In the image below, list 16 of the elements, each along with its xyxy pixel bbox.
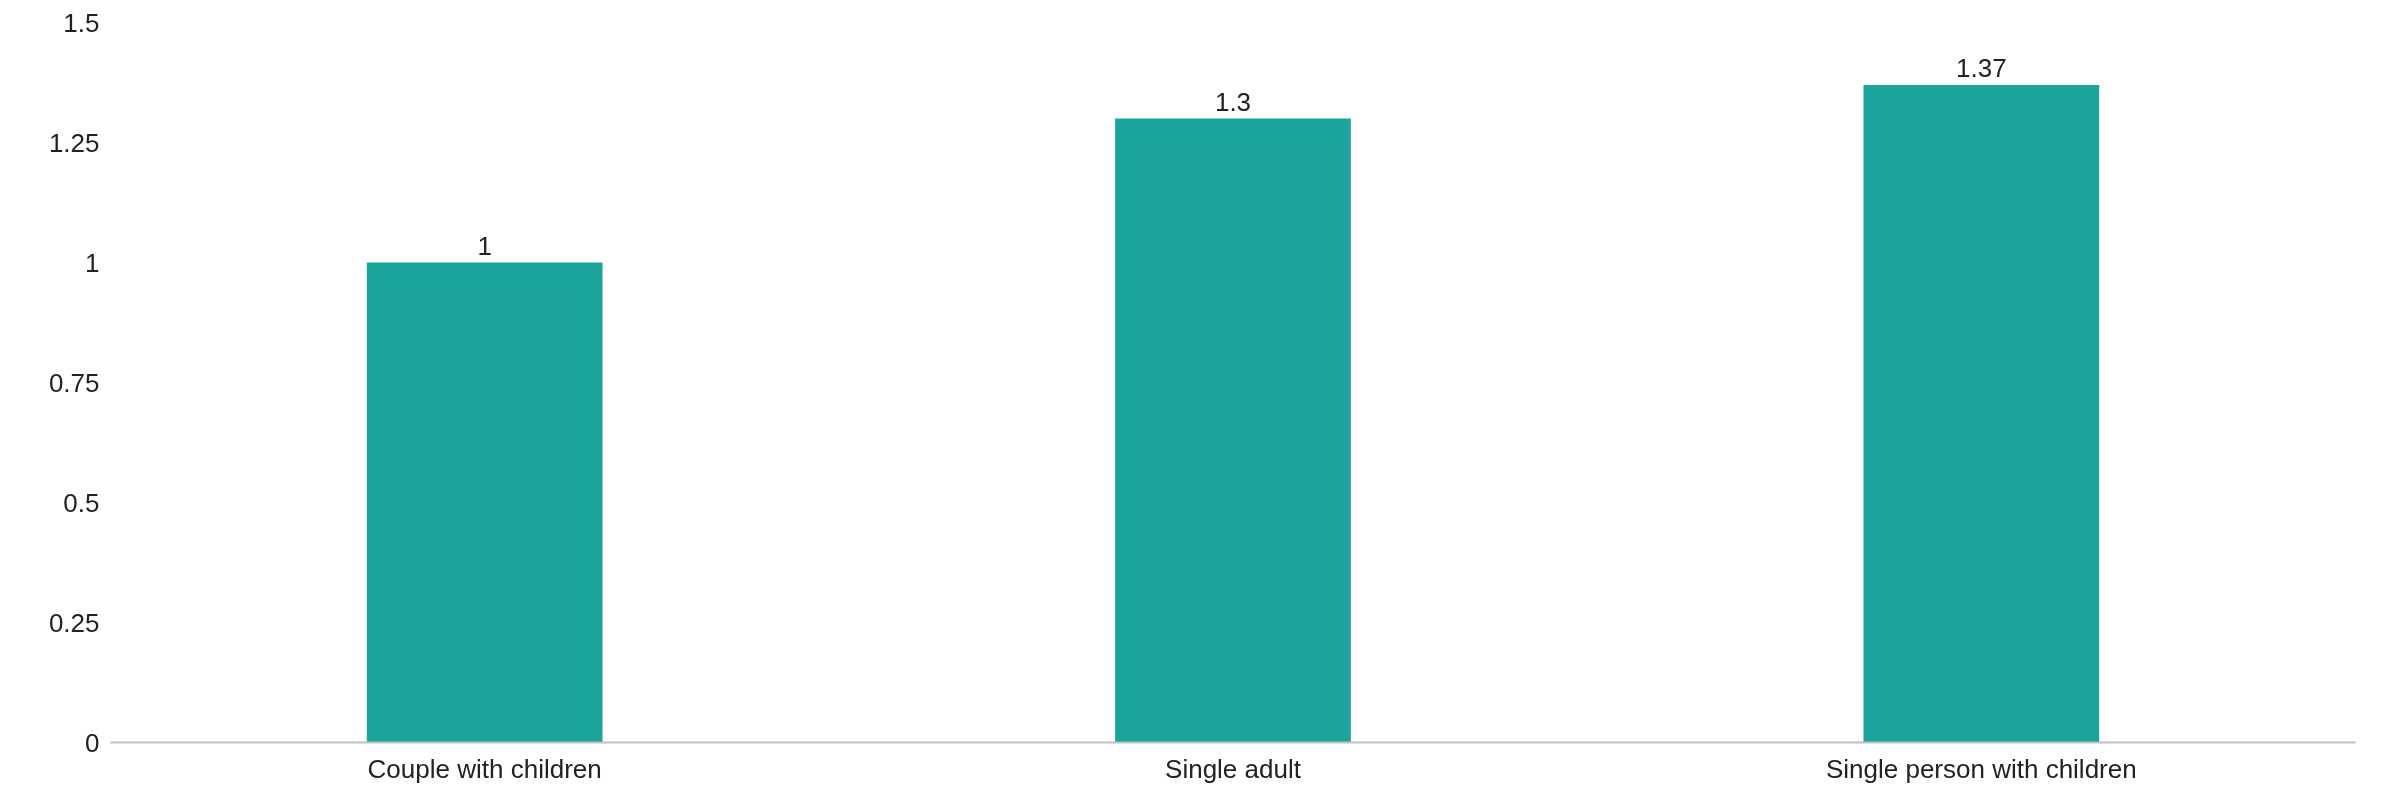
bar: [366, 262, 603, 743]
y-tick-label: 0: [85, 727, 100, 758]
x-tick-label: Couple with children: [367, 753, 602, 784]
x-tick-label: Single person with children: [1825, 753, 2137, 784]
y-tick-label: 0.5: [63, 487, 100, 518]
data-label: 1.37: [1956, 52, 2007, 83]
data-label: 1.3: [1214, 86, 1252, 117]
y-tick-label: 1.5: [63, 7, 100, 38]
bar: [1115, 118, 1351, 743]
data-label: 1: [477, 230, 492, 261]
x-tick-label: Single adult: [1165, 753, 1302, 784]
y-tick-label: 1.25: [48, 127, 100, 158]
y-tick-label: 0.25: [48, 607, 100, 638]
bar: [1863, 84, 2100, 743]
y-tick-label: 0.75: [48, 367, 100, 398]
y-tick-label: 1: [85, 247, 100, 278]
